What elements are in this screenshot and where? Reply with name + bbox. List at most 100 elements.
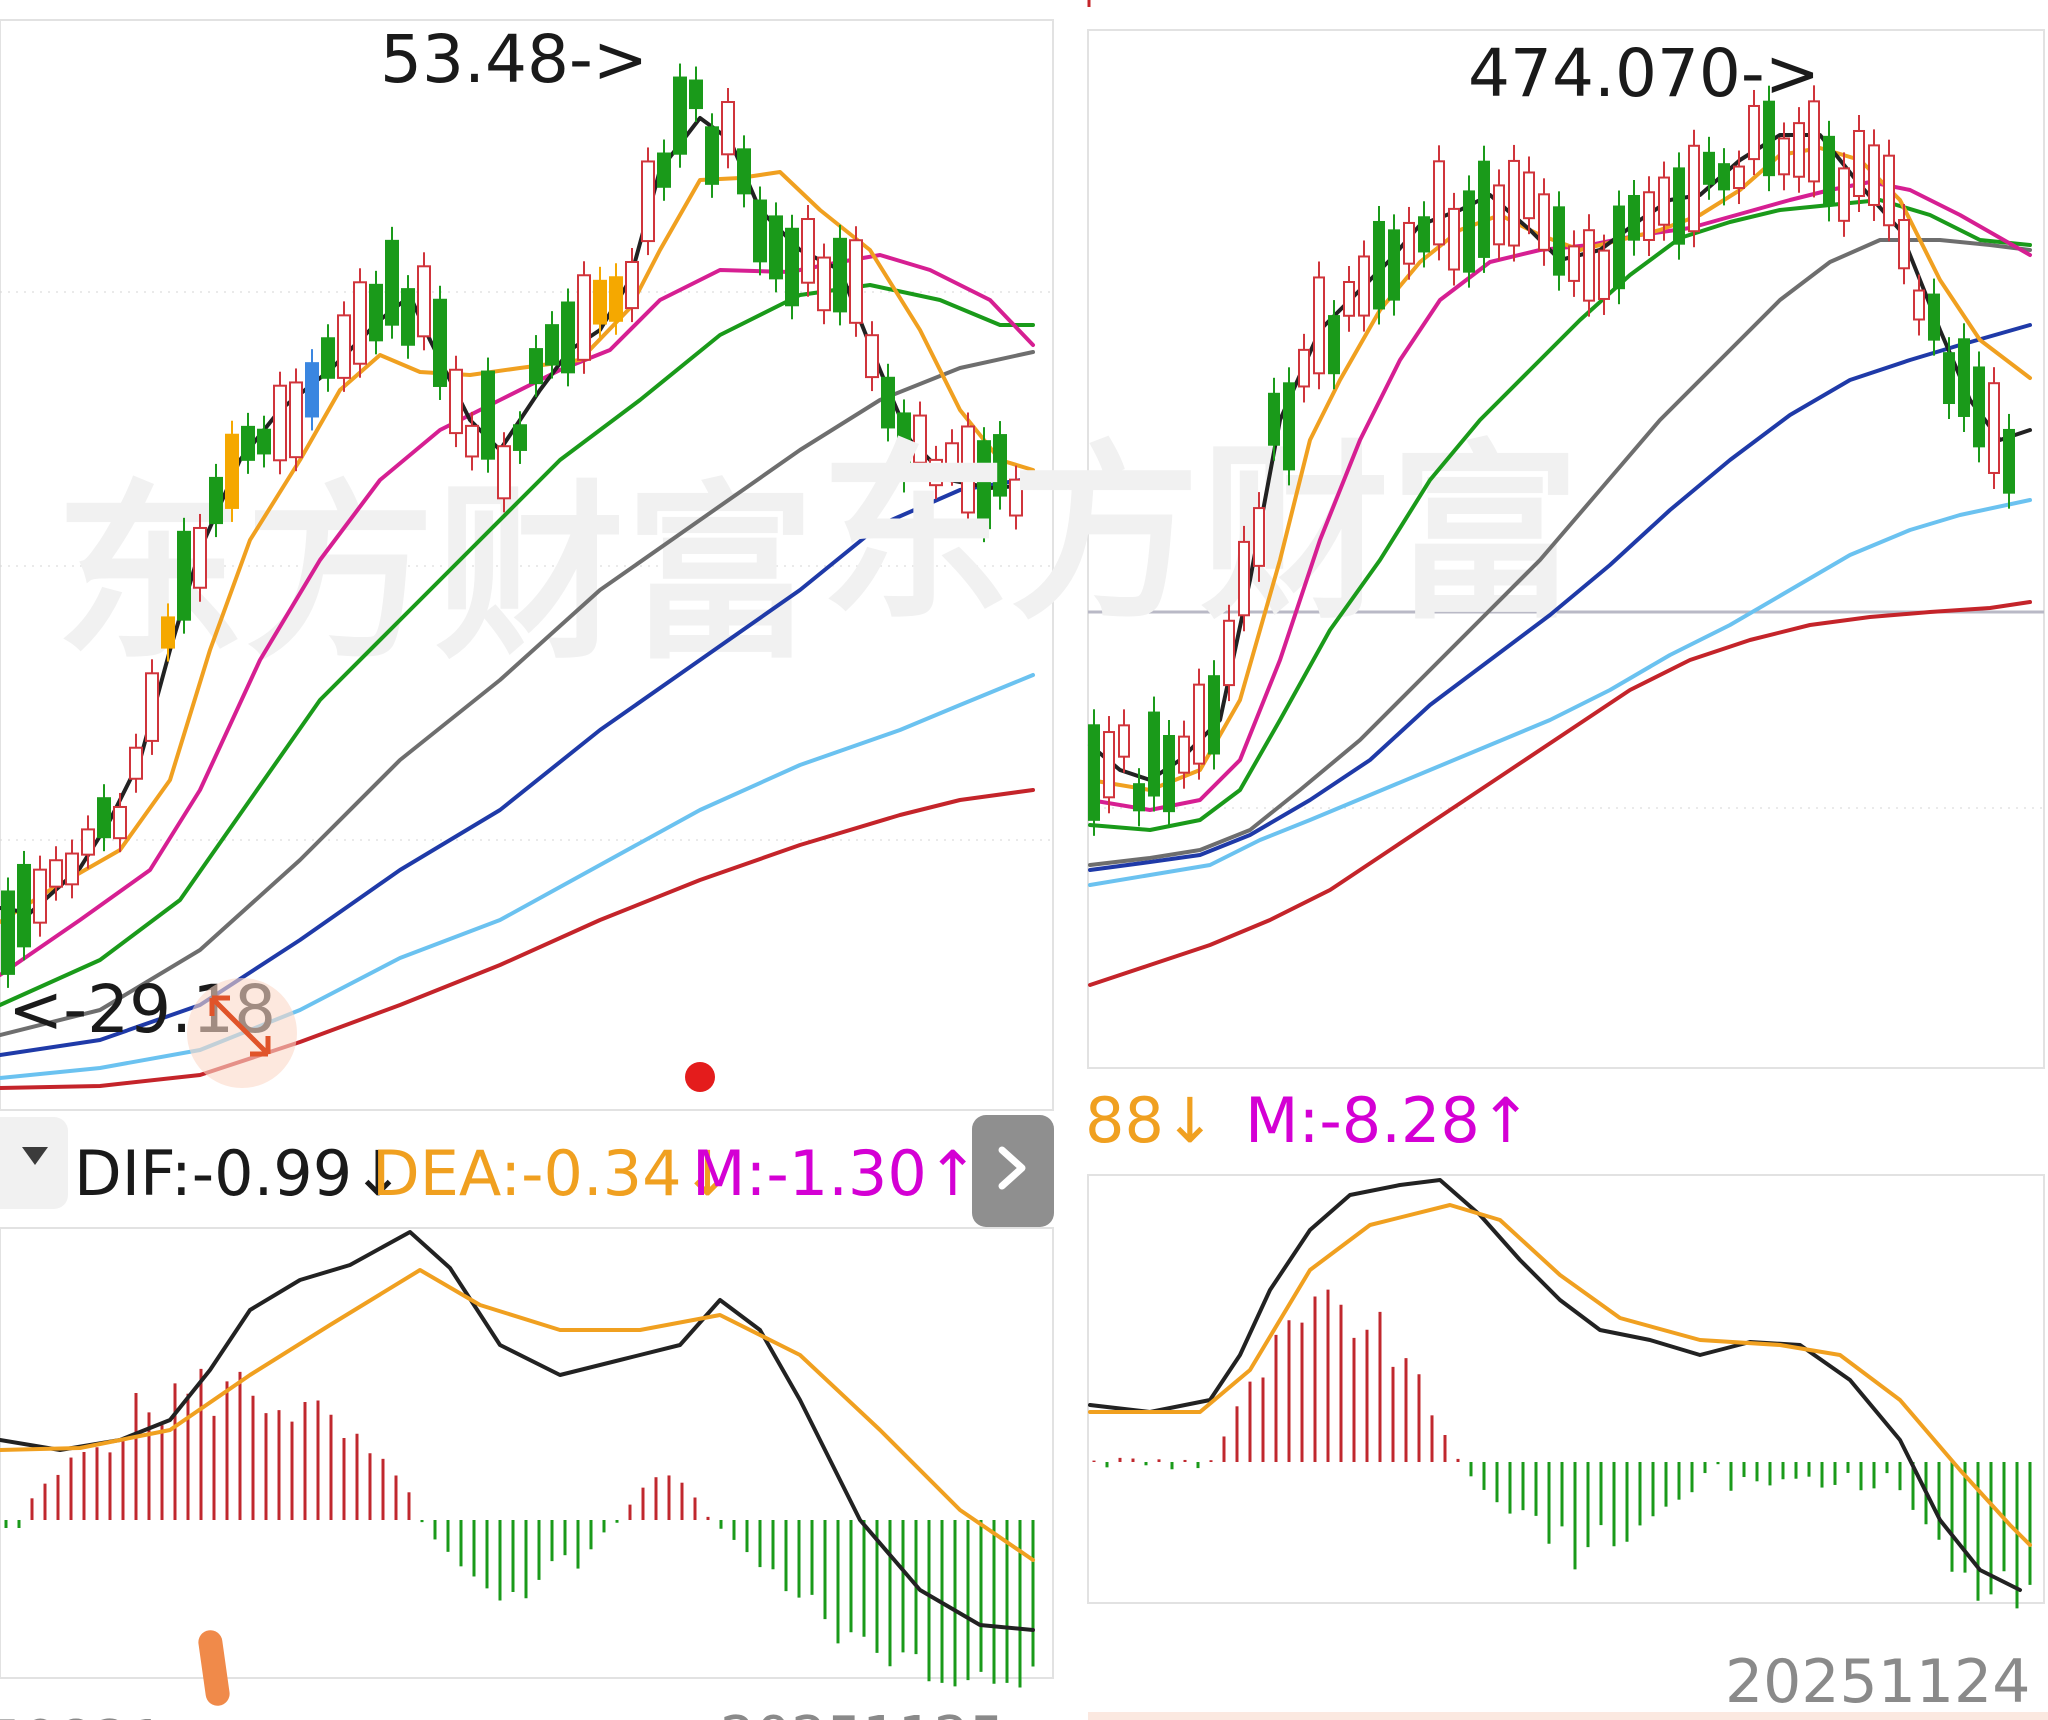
candle (865, 321, 879, 392)
candle (161, 603, 175, 662)
candle (1388, 214, 1400, 316)
candle (1493, 169, 1505, 261)
svg-text:DIF:-0.99↓ DEA:-0.34↓: DIF:-0.99↓ DEA:-0.34↓ M:-1.30↑ (74, 1137, 979, 1210)
candle (929, 445, 943, 500)
candle (1328, 300, 1340, 390)
candle (1298, 333, 1310, 403)
candle (785, 214, 799, 320)
candle (81, 815, 95, 869)
macd-dea-label-right: 88↓ (1085, 1084, 1216, 1157)
candle (1928, 278, 1940, 356)
candle (145, 659, 159, 755)
candle (289, 368, 303, 472)
candle (257, 415, 271, 468)
candle (1238, 525, 1250, 632)
candle (769, 202, 783, 293)
candle (113, 792, 127, 853)
candle (1433, 145, 1445, 261)
candle (1208, 660, 1220, 770)
candle (1223, 604, 1235, 702)
candle (465, 411, 479, 471)
candle (705, 113, 719, 198)
candle (1883, 139, 1895, 242)
candle (1808, 85, 1820, 198)
ma250-line (0, 673, 1035, 1080)
date-end-label: 20251125 (720, 1705, 1005, 1720)
candle (881, 363, 895, 442)
indicator-menu-button[interactable] (0, 1117, 68, 1209)
candle (1658, 161, 1670, 241)
next-chart-button[interactable] (972, 1115, 1054, 1227)
candle (1418, 201, 1430, 268)
macd-dea-line (1088, 1203, 2032, 1547)
candle (1793, 107, 1805, 193)
candle (65, 839, 79, 899)
candle (897, 399, 911, 493)
candle (1358, 240, 1370, 332)
watermark-right: 东方财富 (820, 424, 1580, 645)
candle (1958, 323, 1970, 432)
candle (497, 432, 511, 513)
candle (609, 263, 623, 335)
candle (1463, 175, 1475, 288)
candle (721, 88, 735, 169)
candle (1868, 129, 1880, 221)
candle (673, 63, 687, 168)
candle (1988, 367, 2000, 489)
candle (209, 463, 223, 538)
candle (1973, 351, 1985, 463)
candle (17, 850, 31, 961)
candle (1193, 668, 1205, 780)
candle (801, 205, 815, 297)
candle (321, 324, 335, 392)
candle (593, 266, 607, 338)
candle (817, 243, 831, 325)
candle (1133, 768, 1145, 827)
signal-dot (685, 1062, 715, 1092)
candle (753, 186, 767, 276)
candle (913, 401, 927, 477)
candle (241, 412, 255, 474)
high-price-label-right: 474.070-> (1468, 35, 1820, 112)
candle (945, 429, 959, 486)
candle (1163, 719, 1175, 828)
candle (1628, 179, 1640, 256)
candle (577, 261, 591, 374)
candle (97, 784, 111, 852)
macd-dif-label: DIF:-0.99↓ (74, 1137, 404, 1210)
candle (737, 135, 751, 208)
candle (433, 285, 447, 400)
candle (1268, 377, 1280, 461)
candle (177, 517, 191, 634)
candle (561, 288, 575, 387)
candle (1748, 89, 1760, 176)
candle (369, 270, 383, 355)
candle (193, 513, 207, 602)
candle (1088, 709, 1100, 836)
candle (1283, 367, 1295, 486)
macd-dif-line (0, 1230, 1035, 1632)
candle (689, 66, 703, 123)
candle (641, 147, 655, 256)
left-chart-panel: 东方财富 53.48-> <-29.18 DIF:-0.99↓ DEA:-0.3… (0, 19, 1054, 1720)
candle (513, 411, 527, 464)
candle (1733, 150, 1745, 205)
candle (1448, 192, 1460, 286)
candle (305, 349, 319, 431)
candle (1718, 148, 1730, 206)
candle (1853, 114, 1865, 212)
candle (1313, 261, 1325, 390)
candle (129, 733, 143, 793)
candle (1118, 709, 1130, 773)
ma500-line (0, 788, 1035, 1090)
candle (449, 355, 463, 448)
candle (1538, 178, 1550, 266)
candle (1553, 191, 1565, 291)
candle (401, 275, 415, 359)
date-end-label-right: 20251124 (1725, 1647, 2030, 1717)
resize-arrow-icon (209, 995, 271, 1057)
ma30-line (0, 283, 1035, 1007)
ma20-line (0, 253, 1035, 977)
candle (353, 268, 367, 378)
candle (1343, 266, 1355, 332)
